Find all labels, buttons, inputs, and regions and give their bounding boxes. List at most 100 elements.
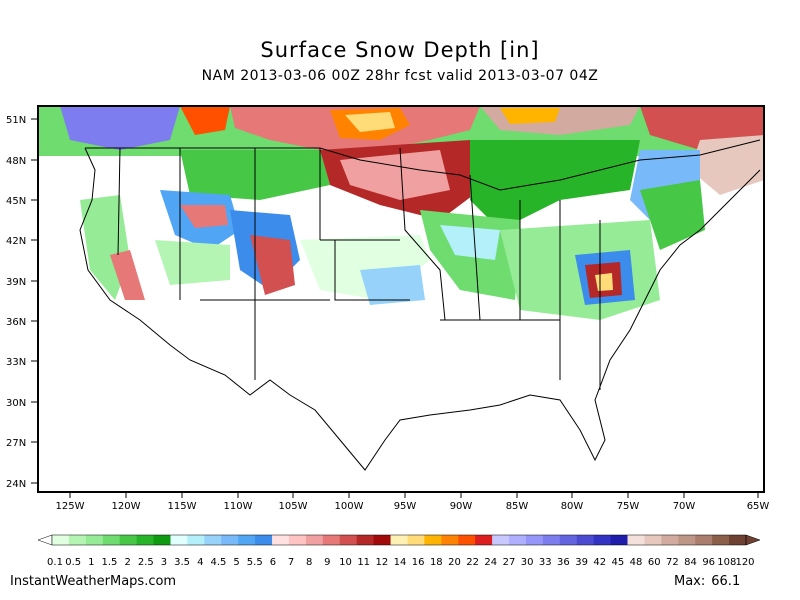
lon-label: 120W xyxy=(112,501,141,512)
color-legend-labels: 0.1 0.5 1 1.5 2 2.5 3 3.5 4 4.5 5 5.5 6 7 8 9 10 11 12 14 16… xyxy=(47,557,755,568)
lat-label: 51N xyxy=(6,115,26,126)
legend-label: 9 xyxy=(324,557,330,568)
legend-swatch xyxy=(458,535,476,545)
lon-label: 105W xyxy=(279,501,308,512)
legend-swatch xyxy=(68,535,87,545)
legend-swatch xyxy=(593,535,612,545)
legend-swatch xyxy=(627,535,645,545)
latitude-labels: 51N 48N 45N 42N 39N 36N 33N 30N 27N 24N xyxy=(6,115,38,490)
legend-label: 45 xyxy=(612,557,625,568)
legend-label: 16 xyxy=(412,557,425,568)
legend-label: 8 xyxy=(306,557,312,568)
legend-swatch xyxy=(339,535,358,545)
max-value: 66.1 xyxy=(711,574,741,589)
legend-swatch xyxy=(136,535,155,545)
lon-label: 110W xyxy=(224,501,253,512)
legend-swatch xyxy=(525,535,544,545)
legend-swatch xyxy=(678,535,696,545)
legend-swatch xyxy=(119,535,138,545)
legend-swatch xyxy=(305,535,324,545)
legend-label: 72 xyxy=(666,557,679,568)
legend-label: 0.5 xyxy=(65,557,81,568)
lon-label: 95W xyxy=(394,501,417,512)
legend-swatch xyxy=(712,535,730,545)
legend-swatch xyxy=(509,535,527,545)
legend-swatch xyxy=(238,535,256,545)
legend-label: 12 xyxy=(375,557,388,568)
legend-label: 14 xyxy=(394,557,407,568)
legend-swatch xyxy=(322,535,341,545)
legend-swatch xyxy=(542,535,561,545)
lat-label: 33N xyxy=(6,357,26,368)
legend-label: 22 xyxy=(466,557,479,568)
legend-label: 4 xyxy=(197,557,203,568)
legend-swatch xyxy=(204,535,222,545)
lon-label: 100W xyxy=(335,501,364,512)
legend-label: 60 xyxy=(648,557,661,568)
legend-swatch xyxy=(424,535,442,545)
lat-label: 45N xyxy=(6,196,26,207)
legend-swatch xyxy=(695,535,713,545)
legend-label: 7 xyxy=(288,557,294,568)
legend-swatch xyxy=(221,535,239,545)
legend-swatch xyxy=(187,535,205,545)
legend-swatch xyxy=(644,535,662,545)
legend-label: 1.5 xyxy=(102,557,118,568)
legend-swatch xyxy=(356,535,375,545)
legend-label: 1 xyxy=(88,557,94,568)
legend-label: 20 xyxy=(448,557,461,568)
max-label: Max: xyxy=(674,574,706,589)
source-credit: InstantWeatherMaps.com xyxy=(10,574,177,589)
legend-swatch xyxy=(661,535,679,545)
legend-swatch xyxy=(153,535,171,545)
legend-label: 6 xyxy=(270,557,276,568)
legend-label: 48 xyxy=(630,557,643,568)
legend-label: 120 xyxy=(735,557,754,568)
lon-label: 90W xyxy=(450,501,473,512)
lat-label: 48N xyxy=(6,156,26,167)
legend-swatch xyxy=(610,535,629,545)
color-legend xyxy=(37,534,761,546)
legend-swatch xyxy=(407,535,425,545)
legend-swatch xyxy=(85,535,104,545)
max-value-readout: Max: 66.1 xyxy=(668,574,740,589)
map-subtitle: NAM 2013-03-06 00Z 28hr fcst valid 2013-… xyxy=(201,68,599,84)
legend-label: 18 xyxy=(430,557,443,568)
legend-label: 27 xyxy=(503,557,516,568)
legend-swatch xyxy=(288,535,307,545)
lon-label: 85W xyxy=(506,501,529,512)
lon-label: 115W xyxy=(168,501,197,512)
legend-swatch xyxy=(52,535,70,545)
legend-swatch xyxy=(441,535,459,545)
legend-label: 3 xyxy=(161,557,167,568)
lon-label: 80W xyxy=(561,501,584,512)
lon-label: 65W xyxy=(747,501,770,512)
legend-right-arrow xyxy=(745,534,761,546)
legend-label: 39 xyxy=(575,557,588,568)
legend-swatch xyxy=(102,535,121,545)
legend-swatch xyxy=(390,535,408,545)
legend-swatch xyxy=(576,535,595,545)
legend-label: 2.5 xyxy=(138,557,154,568)
legend-label: 2 xyxy=(124,557,130,568)
lat-label: 42N xyxy=(6,236,26,247)
legend-swatch xyxy=(492,535,510,545)
legend-border xyxy=(51,534,747,546)
lon-label: 70W xyxy=(673,501,696,512)
legend-swatch xyxy=(272,535,290,545)
legend-label: 96 xyxy=(702,557,715,568)
lat-label: 27N xyxy=(6,438,26,449)
legend-label: 0.1 xyxy=(47,557,63,568)
snow-depth-field xyxy=(38,106,764,320)
lat-label: 36N xyxy=(6,317,26,328)
state-boundaries xyxy=(79,139,761,471)
legend-label: 30 xyxy=(521,557,534,568)
legend-label: 42 xyxy=(593,557,606,568)
lon-label: 75W xyxy=(617,501,640,512)
lat-label: 24N xyxy=(6,479,26,490)
legend-label: 108 xyxy=(717,557,736,568)
longitude-labels: 125W 120W 115W 110W 105W 100W 95W 90W 85W 80W 75W 7… xyxy=(56,492,770,512)
legend-label: 5.5 xyxy=(247,557,263,568)
legend-swatch xyxy=(170,535,188,545)
